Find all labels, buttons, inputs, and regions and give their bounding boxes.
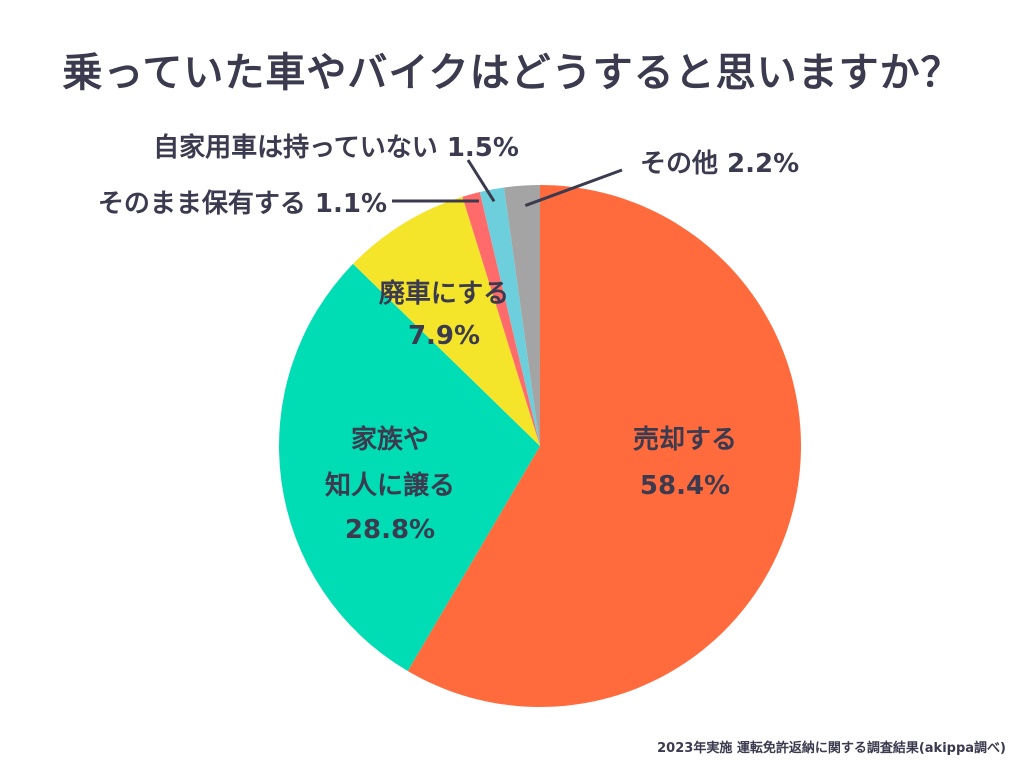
pie-slices [278, 185, 801, 707]
slice-label-family-line2: 知人に譲る [325, 470, 455, 501]
leader-line-other [524, 168, 623, 207]
pie-slice-6 [504, 185, 540, 446]
chart-title: 乗っていた車やバイクはどうすると思いますか？ [62, 50, 962, 96]
pie-slice-2 [278, 263, 540, 671]
slice-value-sell: 58.4% [640, 471, 730, 501]
source-note: 2023年実施 運転免許返納に関する調査結果(akippa調べ) [657, 741, 1006, 756]
slice-label-other: その他 2.2% [640, 149, 799, 179]
slice-label-family-line1: 家族や [351, 424, 429, 455]
slice-value-family: 28.8% [345, 515, 435, 545]
slice-label-sell: 売却する [633, 425, 737, 455]
pie-slice-4 [462, 192, 540, 446]
slice-value-scrap: 7.9% [408, 321, 480, 351]
slice-label-scrap: 廃車にする [379, 278, 509, 309]
pie-slice-3 [352, 196, 540, 446]
leader-lines [392, 159, 623, 207]
pie-slice-1 [407, 185, 801, 707]
slice-label-no-car: 自家用車は持っていない 1.5% [153, 132, 519, 163]
slice-label-keep: そのまま保有する 1.1% [98, 189, 387, 219]
pie-slice-5 [479, 187, 540, 446]
leader-line-no-car [466, 159, 496, 203]
